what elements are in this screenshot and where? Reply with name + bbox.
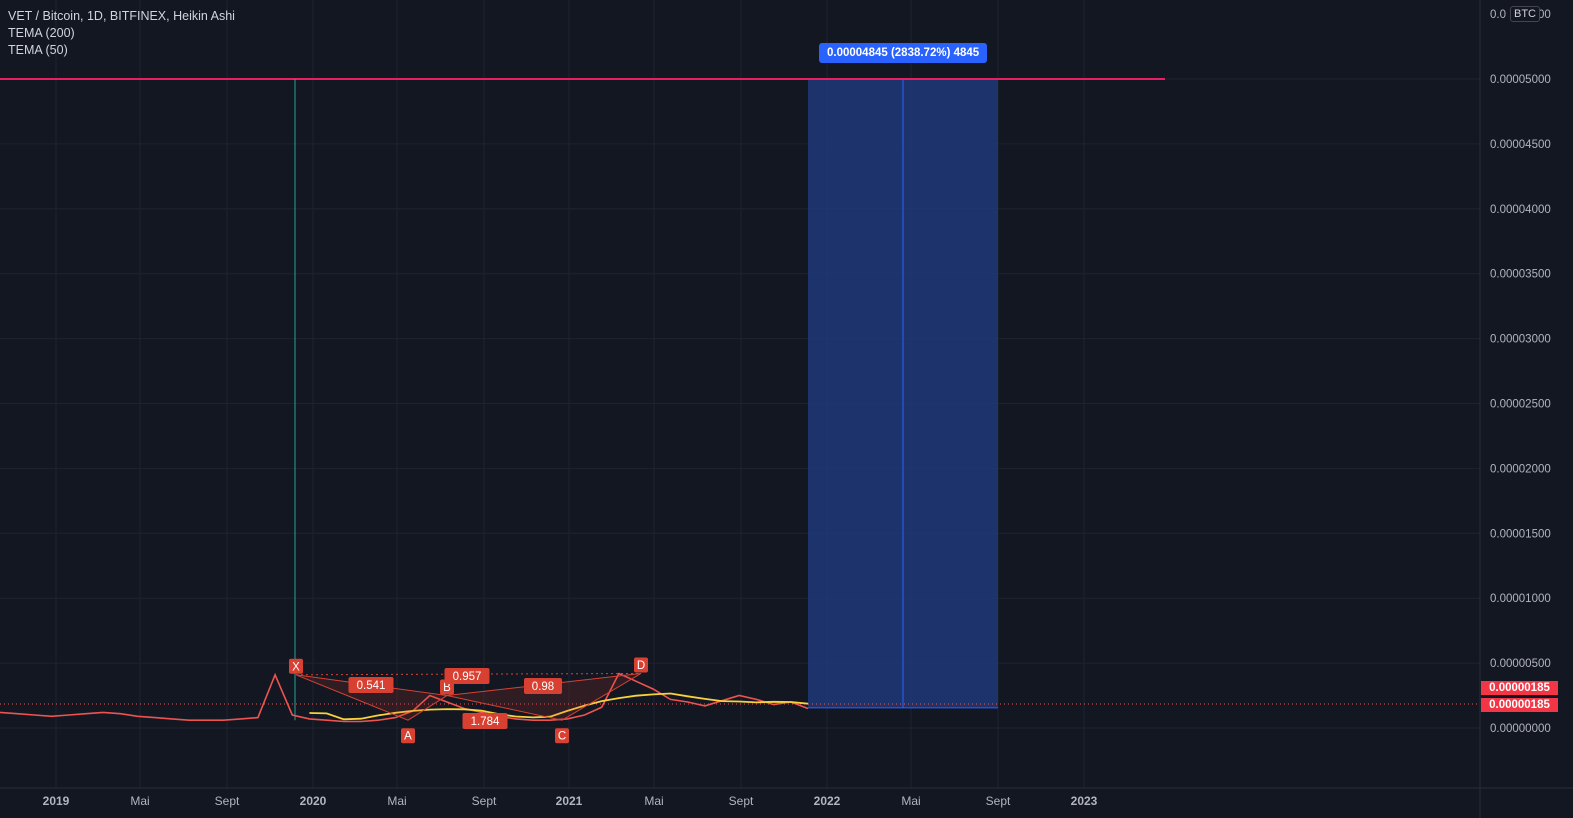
legend-title: VET / Bitcoin, 1D, BITFINEX, Heikin Ashi [8,9,235,23]
time-tick-label: 2020 [300,794,327,808]
harmonic-ratio-box [462,713,508,729]
harmonic-point-label: A [404,731,412,743]
price-tick-label: 0.00000000 [1490,723,1551,735]
time-tick-label: 2021 [556,794,583,808]
price-tick-label: 0.00002000 [1490,463,1551,475]
price-series-line [0,672,809,723]
legend-indicator-tema-50[interactable]: TEMA (50) [8,43,68,57]
time-tick-label: Sept [986,794,1011,808]
price-tick-label: 0.00003500 [1490,269,1551,281]
price-tick-label: 0.00003000 [1490,334,1551,346]
time-tick-label: Sept [472,794,497,808]
measure-label: 0.00004845 (2838.72%) 4845 [819,43,988,63]
price-tick-label-top-tail: 00 [1538,9,1551,21]
legend-indicator-tema-200[interactable]: TEMA (200) [8,26,75,40]
time-tick-label: Sept [215,794,240,808]
close-price-badge: 0.00000185 [1481,698,1558,712]
harmonic-point-box [289,658,303,674]
time-tick-label: Mai [644,794,663,808]
time-tick-label: 2019 [43,794,70,808]
harmonic-ratio-box [348,677,394,693]
price-tick-label: 0.00001000 [1490,593,1551,605]
price-tick-label: 0.00000500 [1490,658,1551,670]
harmonic-point-label: D [637,660,645,672]
tema-200-line [309,692,809,721]
harmonic-point-label: X [292,661,300,673]
time-tick-label: Mai [901,794,920,808]
harmonic-point-label: C [558,731,566,743]
time-tick-label: Mai [387,794,406,808]
harmonic-ratio-box [444,668,490,684]
currency-button[interactable]: BTC [1510,6,1540,22]
harmonic-ratio-label: 0.98 [532,681,554,693]
harmonic-point-box [555,728,569,744]
time-tick-label: 2022 [814,794,841,808]
price-tick-label: 0.00002500 [1490,399,1551,411]
price-tick-label: 0.00001500 [1490,528,1551,540]
harmonic-point-label: B [443,682,451,694]
price-tick-label: 0.00004000 [1490,204,1551,216]
time-tick-label: Sept [729,794,754,808]
harmonic-ratio-label: 1.784 [471,716,500,728]
price-tick-label: 0.00005000 [1490,74,1551,86]
price-tick-label-top: 0.0 [1490,9,1506,21]
harmonic-point-box [401,728,415,744]
time-tick-label: Mai [130,794,149,808]
harmonic-ratio-box [524,678,562,694]
chart-legend: VET / Bitcoin, 1D, BITFINEX, Heikin Ashi… [8,8,235,59]
price-tick-label: 0.00004500 [1490,139,1551,151]
harmonic-ratio-label: 0.541 [357,680,386,692]
time-tick-label: 2023 [1071,794,1098,808]
harmonic-ratio-label: 0.957 [453,671,482,683]
last-price-badge: 0.00000185 [1481,681,1558,695]
harmonic-point-box [634,657,648,673]
